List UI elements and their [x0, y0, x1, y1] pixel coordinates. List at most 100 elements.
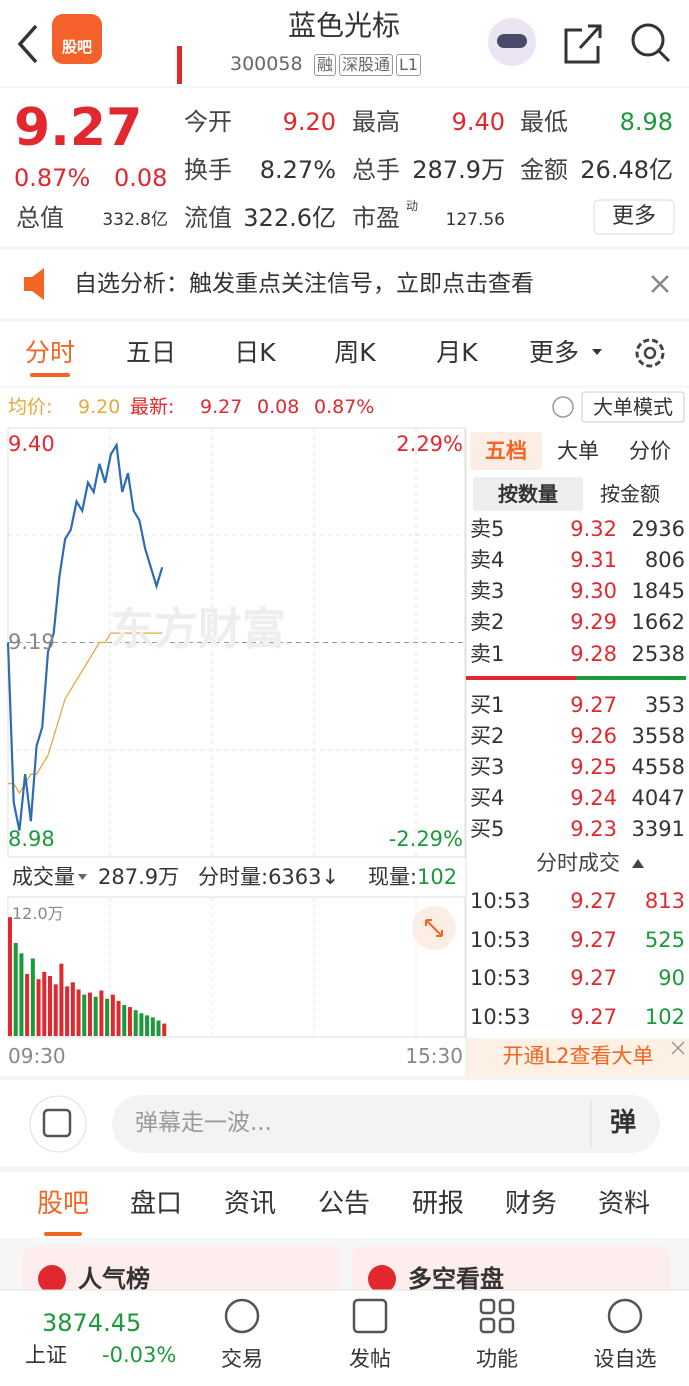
bottom-tab[interactable]: 公告 — [317, 1189, 371, 1220]
notice-text[interactable]: 自选分析：触发重点关注信号，立即点击查看 — [74, 271, 534, 298]
book-label: 卖2 — [470, 610, 505, 635]
y2-tick-label: -2.29% — [388, 827, 463, 852]
tab[interactable]: 五日 — [125, 338, 177, 367]
logo[interactable] — [52, 14, 102, 64]
volume-label[interactable]: 成交量 — [12, 865, 75, 890]
volume-bar — [13, 943, 18, 1036]
band — [0, 246, 689, 250]
book-volume: 102 — [644, 1005, 685, 1030]
footer-item[interactable]: 设自选 — [593, 1347, 657, 1372]
mode-button-text[interactable]: 大单模式 — [593, 395, 673, 419]
more-button[interactable] — [593, 199, 675, 235]
volume-bar — [70, 982, 75, 1036]
book-label: 10:53 — [470, 928, 531, 953]
volume-bar — [122, 1005, 127, 1036]
footer-item[interactable]: 功能 — [476, 1347, 518, 1372]
comment-placeholder[interactable]: 弹幕走一波... — [135, 1110, 272, 1137]
volume-bar — [87, 992, 92, 1036]
book-price: 9.29 — [570, 610, 617, 635]
dropdown-icon — [78, 874, 87, 880]
band — [0, 1166, 689, 1172]
book-label: 卖4 — [470, 548, 505, 573]
settings-icon[interactable] — [635, 338, 665, 368]
share-icon[interactable] — [564, 24, 602, 64]
bottom-tab[interactable]: 资料 — [597, 1189, 651, 1220]
bottom-tab[interactable]: 财务 — [504, 1189, 558, 1220]
book-tab[interactable]: 五档 — [485, 439, 527, 464]
book-price: 9.30 — [570, 579, 617, 604]
volume-bar — [127, 1007, 132, 1036]
book-subtab[interactable]: 按金额 — [600, 482, 660, 506]
logo-text[interactable]: 股吧 — [61, 38, 93, 56]
more-button-text[interactable]: 更多 — [611, 203, 657, 229]
tab-underline — [30, 373, 70, 377]
book-volume: 4558 — [631, 755, 685, 780]
index-change: -0.03% — [102, 1343, 177, 1368]
tab[interactable]: 更多 — [528, 338, 580, 367]
now-label: 现量: — [368, 865, 418, 890]
y-tick-label: 9.40 — [8, 432, 55, 457]
book-tab[interactable]: 大单 — [557, 439, 599, 464]
bottom-tab[interactable]: 研报 — [411, 1189, 465, 1220]
book-tab[interactable]: 分价 — [629, 439, 671, 464]
tab[interactable]: 日K — [234, 338, 276, 367]
close-icon[interactable] — [651, 275, 669, 293]
banner-close[interactable] — [671, 1041, 685, 1055]
field-label: 市盈 — [352, 203, 400, 232]
book-label: 卖1 — [470, 642, 505, 667]
bid-bar — [576, 676, 686, 680]
stock-name: 蓝色光标 — [287, 9, 401, 43]
volume-bar — [133, 1010, 138, 1036]
chart-grid — [8, 428, 465, 1037]
bottom-tab[interactable]: 资讯 — [223, 1189, 277, 1220]
speaker-icon — [24, 268, 44, 300]
bottom-tab[interactable]: 盘口 — [129, 1189, 183, 1220]
bottom-tab[interactable]: 股吧 — [36, 1189, 90, 1220]
footer-item[interactable]: 交易 — [221, 1347, 263, 1372]
price: 9.27 — [14, 97, 143, 158]
book-price: 9.32 — [570, 517, 617, 542]
change-pct: 0.87% — [14, 163, 91, 192]
sort-icon — [632, 859, 644, 868]
band — [0, 318, 689, 322]
index-value: 3874.45 — [42, 1308, 142, 1337]
search-icon[interactable] — [631, 23, 665, 57]
field-value: 26.48亿 — [580, 155, 673, 184]
book-volume: 2936 — [631, 517, 685, 542]
book-price: 9.27 — [570, 889, 617, 914]
help-icon[interactable] — [552, 396, 574, 418]
tab[interactable]: 周K — [334, 338, 376, 367]
mode-button[interactable] — [581, 391, 685, 423]
book-volume: 813 — [644, 889, 685, 914]
volume-bar — [139, 1013, 144, 1036]
comment-input[interactable] — [112, 1095, 660, 1153]
comment-icon[interactable] — [29, 1095, 87, 1153]
banner-text[interactable]: 开通L2查看大单 — [502, 1044, 654, 1069]
field-label: 最低 — [520, 107, 568, 136]
latest-label: 最新: — [130, 395, 175, 418]
danmaku-button[interactable]: 弹 — [609, 1108, 637, 1139]
book-subtab[interactable]: 按数量 — [498, 482, 558, 506]
price-line — [6, 441, 164, 831]
tab[interactable]: 月K — [436, 338, 478, 367]
footer-item[interactable]: 发帖 — [349, 1347, 391, 1372]
card-title[interactable]: 人气榜 — [78, 1264, 150, 1293]
field-value: 8.27% — [259, 155, 336, 184]
tab[interactable]: 分时 — [24, 338, 76, 367]
book-price: 9.26 — [570, 724, 617, 749]
footer-icons — [224, 1298, 643, 1334]
latest-value: 9.27 — [200, 395, 243, 418]
volume-bar — [150, 1017, 155, 1036]
tag: L1 — [396, 54, 422, 76]
book-volume: 1845 — [631, 579, 685, 604]
book-volume: 90 — [658, 966, 685, 991]
stock-code: 300058 — [230, 52, 303, 75]
avg-value: 9.20 — [78, 395, 121, 418]
volume-bar — [25, 974, 30, 1036]
book-label: 买3 — [470, 755, 505, 780]
banner-bg[interactable] — [466, 1038, 689, 1076]
back-icon[interactable] — [17, 24, 38, 64]
volume-bar — [145, 1015, 150, 1036]
field-value: 9.20 — [282, 107, 336, 136]
card-title[interactable]: 多空看盘 — [408, 1264, 504, 1293]
